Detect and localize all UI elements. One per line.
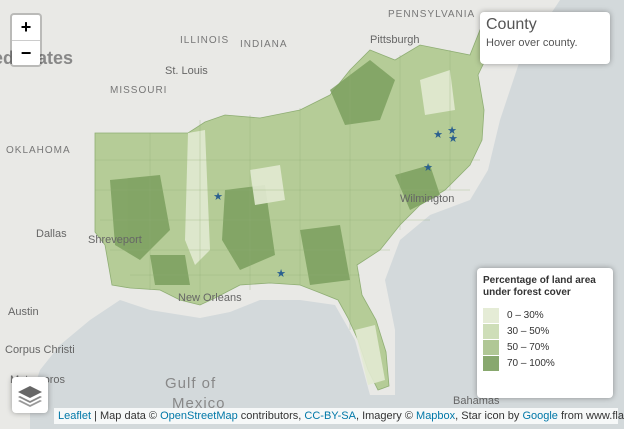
- text: , Star icon by: [455, 410, 523, 422]
- legend-item: 30 – 50%: [483, 323, 607, 339]
- text: | Map data ©: [91, 410, 161, 422]
- map-label: Corpus Christi: [5, 344, 75, 356]
- svg-text:★: ★: [447, 125, 457, 137]
- link[interactable]: Leaflet: [58, 410, 92, 422]
- zoom-control: + −: [10, 13, 42, 67]
- legend-title: Percentage of land area under forest cov…: [483, 275, 596, 298]
- stars: ★ ★ ★ ★ ★ ★: [213, 125, 458, 280]
- map-label: MISSOURI: [110, 85, 167, 96]
- text: , Imagery ©: [355, 410, 417, 422]
- svg-text:★: ★: [276, 268, 286, 280]
- link[interactable]: Mapbox: [416, 410, 456, 422]
- svg-text:★: ★: [448, 133, 458, 145]
- map-label: Austin: [8, 306, 39, 318]
- layers-control[interactable]: [12, 377, 48, 413]
- zoom-in[interactable]: +: [12, 15, 40, 41]
- link[interactable]: OpenStreetMap: [160, 410, 238, 422]
- info-title: County: [486, 16, 537, 33]
- legend-label: 50 – 70%: [507, 341, 550, 353]
- map-label: Wilmington: [400, 193, 454, 205]
- sparse-forest: [185, 70, 455, 385]
- map-label: INDIANA: [240, 39, 288, 50]
- map-label: ILLINOIS: [180, 35, 229, 46]
- legend-label: 30 – 50%: [507, 325, 550, 337]
- zoom-out[interactable]: −: [20, 43, 32, 63]
- map-label: PENNSYLVANIA: [388, 9, 475, 20]
- link[interactable]: Google: [522, 410, 558, 422]
- map-label: New Orleans: [178, 292, 242, 304]
- svg-text:★: ★: [433, 129, 443, 141]
- text: from www.flaticon.com: [560, 410, 624, 422]
- forest-region: [94, 29, 491, 391]
- attribution: Leaflet | Map data © OpenStreetMap contr…: [54, 408, 624, 424]
- legend-label: 70 – 100%: [507, 357, 555, 369]
- map-label: Dallas: [36, 228, 67, 240]
- svg-text:★: ★: [423, 162, 433, 174]
- map-label: OKLAHOMA: [6, 145, 71, 156]
- dense-forest: [110, 60, 440, 285]
- legend-items: 0 – 30% 30 – 50% 50 – 70% 70 – 100%: [483, 307, 607, 371]
- legend-swatch: [483, 307, 499, 323]
- map-label: Mexico: [172, 395, 226, 412]
- legend-swatch: [483, 339, 499, 355]
- legend-item: 70 – 100%: [483, 355, 607, 371]
- info-panel: County Hover over county.: [480, 12, 610, 64]
- layers-icon: [18, 386, 42, 407]
- svg-text:★: ★: [213, 191, 223, 203]
- legend: Percentage of land area under forest cov…: [477, 268, 613, 398]
- link[interactable]: CC-BY-SA: [304, 410, 356, 422]
- legend-swatch: [483, 323, 499, 339]
- legend-item: 0 – 30%: [483, 307, 607, 323]
- map-label: Shreveport: [88, 234, 142, 246]
- legend-label: 0 – 30%: [507, 309, 544, 321]
- map-label: Gulf of: [165, 375, 216, 392]
- legend-swatch: [483, 355, 499, 371]
- map-label: St. Louis: [165, 65, 208, 77]
- info-hint: Hover over county.: [486, 37, 578, 49]
- map-label: Bahamas: [453, 395, 500, 407]
- county-borders: [95, 50, 480, 330]
- text: contributors,: [237, 410, 305, 422]
- map-label: Pittsburgh: [370, 34, 420, 46]
- legend-item: 50 – 70%: [483, 339, 607, 355]
